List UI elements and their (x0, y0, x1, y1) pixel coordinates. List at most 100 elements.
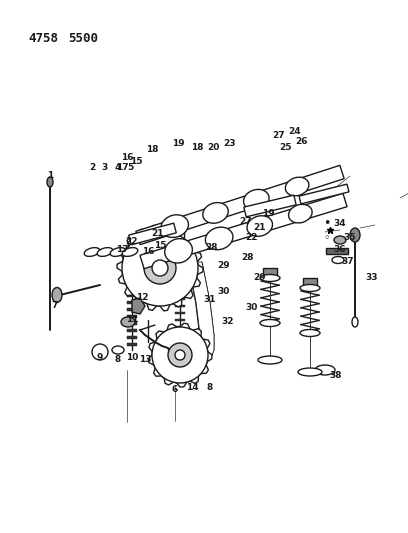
Text: 33: 33 (366, 273, 378, 282)
Ellipse shape (205, 227, 233, 250)
Text: 17: 17 (116, 246, 128, 254)
Text: 30: 30 (218, 287, 230, 296)
Text: 11: 11 (126, 316, 138, 325)
Text: 23: 23 (224, 140, 236, 149)
Bar (175, 319, 185, 321)
Text: 1: 1 (47, 172, 53, 181)
Ellipse shape (298, 368, 322, 376)
Ellipse shape (165, 239, 193, 263)
Text: 19: 19 (172, 140, 184, 149)
Text: 19: 19 (262, 209, 274, 219)
Ellipse shape (350, 228, 360, 242)
Bar (127, 301, 137, 304)
Circle shape (122, 230, 198, 306)
Text: 15: 15 (130, 157, 142, 166)
Text: 21: 21 (152, 230, 164, 238)
Polygon shape (136, 165, 344, 245)
Text: 4758: 4758 (28, 32, 58, 45)
Text: 29: 29 (254, 273, 266, 282)
Text: 5: 5 (127, 164, 133, 173)
Circle shape (92, 344, 108, 360)
Ellipse shape (161, 215, 188, 237)
Bar (175, 297, 185, 301)
Text: 26: 26 (296, 138, 308, 147)
Ellipse shape (300, 285, 320, 292)
Text: 20: 20 (207, 143, 219, 152)
Polygon shape (117, 225, 203, 311)
Ellipse shape (315, 365, 335, 375)
Text: 27: 27 (273, 132, 285, 141)
Text: 16: 16 (142, 247, 154, 256)
Text: 28: 28 (242, 254, 254, 262)
Ellipse shape (247, 216, 273, 236)
Text: 17: 17 (116, 164, 128, 173)
Ellipse shape (285, 177, 309, 196)
Text: 24: 24 (289, 127, 302, 136)
Polygon shape (140, 193, 347, 269)
Ellipse shape (334, 236, 346, 244)
Circle shape (168, 343, 192, 367)
Ellipse shape (300, 329, 320, 336)
Text: 7: 7 (52, 301, 58, 310)
Circle shape (144, 252, 176, 284)
Bar (175, 346, 185, 350)
Ellipse shape (84, 248, 100, 256)
Text: 35: 35 (344, 233, 356, 243)
Bar (175, 326, 185, 328)
Text: 18: 18 (146, 146, 158, 155)
Polygon shape (244, 195, 296, 217)
Text: 14: 14 (186, 384, 198, 392)
Text: 4: 4 (115, 164, 121, 173)
Text: 21: 21 (254, 223, 266, 232)
Text: 29: 29 (218, 261, 230, 270)
Ellipse shape (352, 317, 358, 327)
Text: 6: 6 (172, 385, 178, 394)
Bar (175, 333, 185, 335)
Text: 30: 30 (246, 303, 258, 312)
Text: 28: 28 (206, 244, 218, 253)
Bar (127, 280, 137, 283)
Polygon shape (129, 223, 176, 245)
Text: ◦: ◦ (324, 233, 330, 243)
Ellipse shape (260, 319, 280, 327)
Bar (263, 268, 277, 276)
Ellipse shape (97, 248, 113, 256)
Ellipse shape (112, 346, 124, 354)
Ellipse shape (260, 274, 280, 281)
Bar (127, 273, 137, 276)
Text: 38: 38 (330, 372, 342, 381)
Ellipse shape (244, 189, 269, 210)
Ellipse shape (122, 248, 138, 256)
Bar (127, 322, 137, 325)
Text: 8: 8 (207, 384, 213, 392)
Polygon shape (148, 323, 212, 387)
Text: 5500: 5500 (68, 32, 98, 45)
Text: 27: 27 (239, 217, 252, 227)
Bar (127, 294, 137, 297)
Ellipse shape (288, 204, 312, 223)
Text: 31: 31 (204, 295, 216, 304)
Text: 2: 2 (89, 164, 95, 173)
Bar (175, 304, 185, 308)
Text: 8: 8 (115, 356, 121, 365)
Bar (326, 248, 348, 254)
Text: 10: 10 (126, 353, 138, 362)
Bar (127, 287, 137, 290)
Text: 18: 18 (191, 143, 203, 152)
Text: 22: 22 (246, 233, 258, 243)
Circle shape (175, 350, 185, 360)
Text: 32: 32 (222, 318, 234, 327)
Polygon shape (132, 298, 145, 314)
Bar (175, 284, 185, 286)
Ellipse shape (203, 203, 228, 223)
Ellipse shape (52, 287, 62, 303)
Ellipse shape (47, 177, 53, 187)
Ellipse shape (258, 356, 282, 364)
Text: 15: 15 (154, 241, 166, 251)
Text: 37: 37 (341, 257, 354, 266)
Text: 22: 22 (126, 238, 138, 246)
Bar (175, 311, 185, 314)
Polygon shape (188, 262, 214, 358)
Ellipse shape (121, 317, 135, 327)
Circle shape (152, 327, 208, 383)
